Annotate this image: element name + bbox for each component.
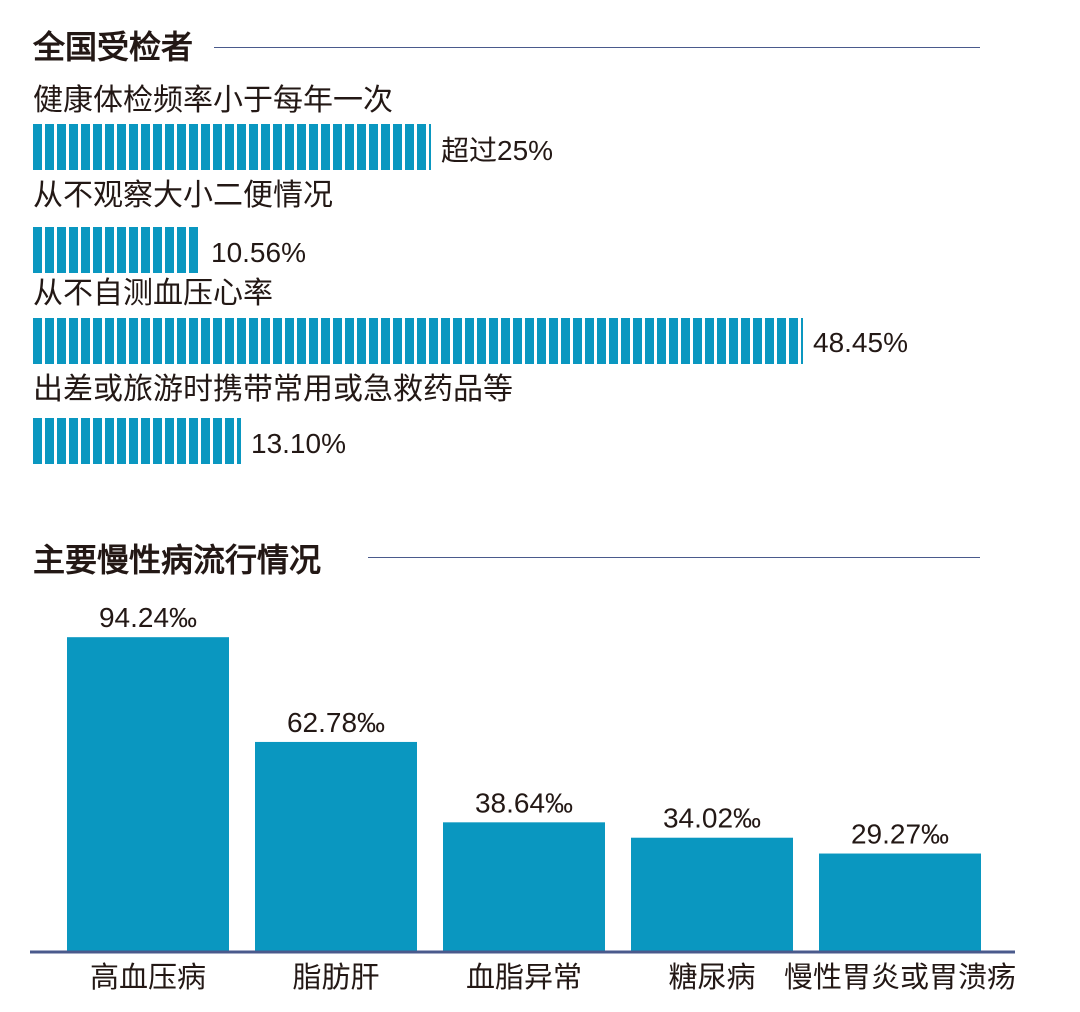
bar-4	[631, 837, 793, 951]
bar-value-label-5: 29.27‰	[851, 819, 949, 850]
section-title-rule-2	[368, 557, 980, 558]
bar-label-no-self-measure: 从不自测血压心率	[33, 276, 273, 311]
bar-2	[255, 741, 417, 951]
bar-value-checkup-frequency: 超过25%	[441, 135, 554, 166]
bar-carry-medicine	[33, 418, 241, 464]
bar-label-carry-medicine: 出差或旅游时携带常用或急救药品等	[33, 372, 513, 407]
section-title-rule	[214, 47, 980, 48]
category-label-4: 糖尿病	[668, 960, 755, 994]
bar-value-label-2: 62.78‰	[287, 707, 385, 738]
section-title-examinees: 全国受检者	[33, 28, 194, 66]
bar-value-label-4: 34.02‰	[663, 803, 761, 834]
bar-value-no-self-measure: 48.45%	[813, 327, 908, 358]
bar-checkup-frequency	[33, 124, 431, 170]
category-label-5: 慢性胃炎或胃溃疡	[784, 960, 1016, 994]
bar-no-self-measure	[33, 318, 803, 364]
bar-label-no-observation: 从不观察大小二便情况	[33, 178, 333, 213]
bar-5	[819, 853, 981, 951]
section-title-chronic-diseases: 主要慢性病流行情况	[33, 541, 322, 579]
bar-3	[443, 822, 605, 951]
bar-value-label-1: 94.24‰	[99, 602, 197, 633]
bar-value-label-3: 38.64‰	[475, 787, 573, 818]
bar-label-checkup-frequency: 健康体检频率小于每年一次	[33, 83, 393, 118]
bar-no-observation	[33, 227, 201, 273]
bar-value-no-observation: 10.56%	[211, 237, 306, 268]
chronic-disease-bar-chart: 94.24‰ 高血压病 62.78‰ 脂肪肝 38.64‰ 血脂异常 34.02‰ 糖尿病 29…	[30, 602, 1016, 994]
category-label-3: 血脂异常	[466, 960, 582, 994]
category-label-1: 高血压病	[90, 960, 206, 994]
bar-value-carry-medicine: 13.10%	[251, 428, 346, 459]
bar-1	[67, 637, 229, 951]
category-label-2: 脂肪肝	[292, 960, 379, 994]
